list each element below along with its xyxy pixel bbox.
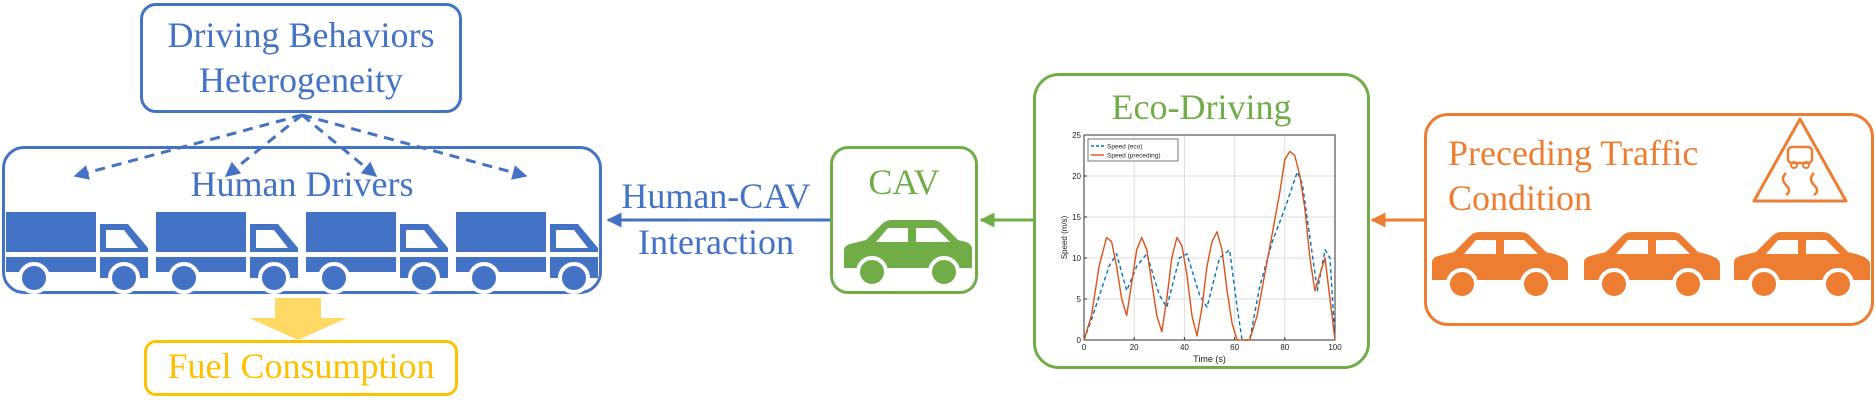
truck-icon: [456, 212, 598, 294]
slippery-road-warning-icon: [1752, 117, 1848, 203]
x-tick-label: 40: [1180, 343, 1189, 352]
fuel-label: Fuel Consumption: [167, 346, 435, 386]
plot-frame: [1083, 134, 1336, 341]
truck-icon: [306, 212, 448, 294]
eco-driving-title: Eco-Driving: [1111, 87, 1292, 127]
x-tick-label: 20: [1130, 343, 1139, 352]
car-icon: [1734, 232, 1870, 300]
y-tick-label: 25: [1072, 131, 1081, 140]
interaction-line2: Interaction: [638, 222, 794, 262]
truck-icon: [6, 212, 148, 294]
car-icon: [1584, 232, 1720, 300]
eco-driving-box: [1033, 73, 1370, 369]
y-tick-label: 20: [1072, 172, 1081, 181]
legend-label: Speed (preceding): [1107, 153, 1160, 160]
human-drivers-box: [2, 146, 602, 294]
dashed-arrow: [73, 113, 303, 180]
fuel-box: [144, 340, 458, 396]
behaviors-line2: Heterogeneity: [199, 60, 403, 100]
car-icon: [844, 220, 972, 288]
fuel-block-arrow: [249, 298, 347, 340]
plot-area: [1084, 135, 1335, 340]
x-tick-label: 60: [1230, 343, 1239, 352]
behaviors-line1: Driving Behaviors: [167, 15, 435, 55]
legend-box: [1087, 138, 1179, 162]
x-tick-label: 80: [1280, 343, 1289, 352]
y-tick-label: 5: [1077, 295, 1082, 304]
truck-icon: [156, 212, 298, 294]
preceding-box: [1424, 113, 1874, 326]
series-line: [1083, 150, 1336, 341]
car-icon: [1432, 232, 1568, 300]
heterogeneity-arrows: [73, 113, 528, 180]
dashed-arrow: [301, 113, 528, 180]
cav-box: [830, 146, 978, 294]
y-tick-label: 0: [1077, 336, 1082, 345]
human-drivers-title: Human Drivers: [190, 164, 414, 204]
x-axis-label: Time (s): [1193, 354, 1226, 364]
y-tick-label: 10: [1072, 254, 1081, 263]
y-tick-label: 15: [1072, 213, 1081, 222]
x-tick-label: 100: [1328, 343, 1342, 352]
y-axis-label: Speed (m/s): [1060, 215, 1069, 259]
legend-label: Speed (eco): [1107, 144, 1142, 151]
behaviors-box: [140, 3, 462, 113]
cav-label: CAV: [868, 162, 940, 202]
interaction-line1: Human-CAV: [621, 176, 811, 216]
preceding-line2: Condition: [1448, 178, 1593, 218]
preceding-line1: Preceding Traffic: [1448, 133, 1699, 173]
x-tick-label: 0: [1082, 343, 1087, 352]
